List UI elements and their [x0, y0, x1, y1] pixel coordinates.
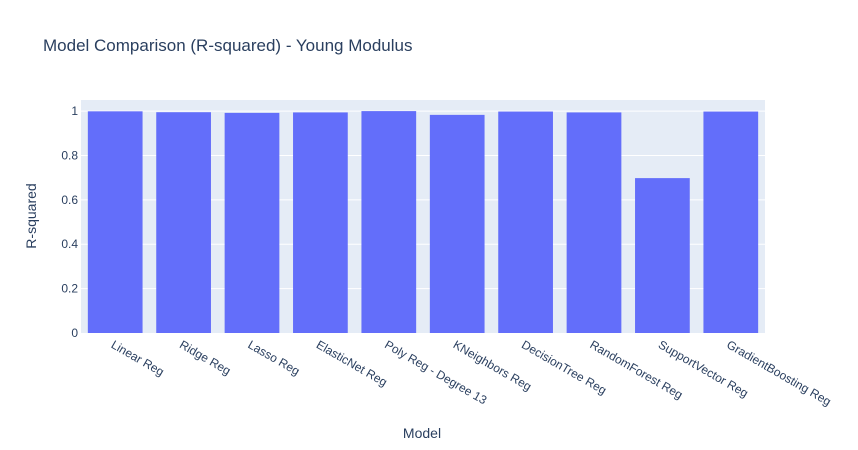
y-tick-label: 0 [71, 326, 78, 340]
y-axis-title: R-squared [23, 183, 39, 248]
y-tick-label: 1 [71, 104, 78, 118]
bar-lasso-reg [224, 112, 280, 333]
x-axis-ticks: Linear Reg Ridge Reg Lasso Reg ElasticNet R… [109, 337, 834, 408]
x-tick-label: ElasticNet Reg [314, 337, 390, 389]
x-tick-label: Lasso Reg [246, 337, 303, 378]
bar-gradientboosting-reg [703, 111, 759, 333]
bar-poly-reg-degree-13 [361, 111, 417, 333]
bar-kneighbors-reg [429, 114, 485, 334]
bars [87, 111, 759, 334]
bar-supportvector-reg [635, 178, 690, 333]
y-tick-label: 0.8 [61, 148, 78, 162]
x-tick-label: Linear Reg [109, 337, 167, 378]
y-axis-ticks: 0 0.2 0.4 0.6 0.8 1 [61, 104, 78, 340]
y-tick-label: 0.4 [61, 237, 78, 251]
bar-elasticnet-reg [293, 112, 348, 333]
bar-decisiontree-reg [498, 111, 553, 333]
x-tick-label: Ridge Reg [177, 337, 233, 377]
bar-ridge-reg [156, 112, 211, 333]
bar-randomforest-reg [566, 112, 622, 333]
y-tick-label: 0.2 [61, 282, 78, 296]
x-axis-title: Model [403, 425, 441, 441]
chart-title: Model Comparison (R-squared) - Young Mod… [43, 36, 412, 55]
bar-linear-reg [87, 111, 143, 334]
y-tick-label: 0.6 [61, 193, 78, 207]
